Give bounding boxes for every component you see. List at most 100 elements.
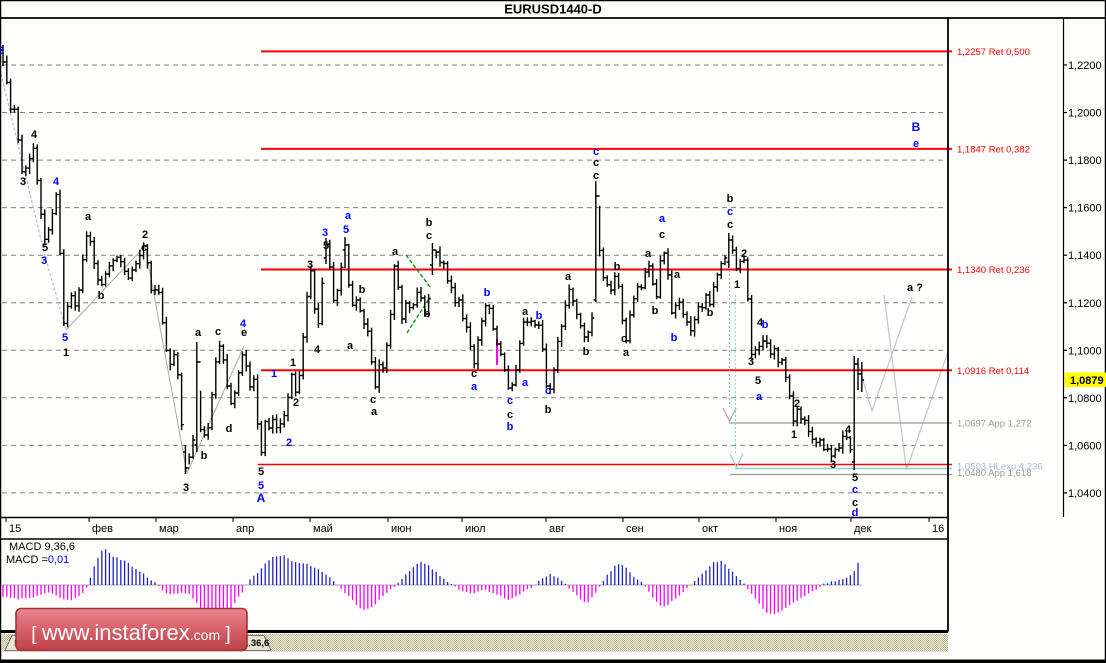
- svg-text:c: c: [507, 409, 513, 421]
- svg-text:e: e: [913, 138, 919, 150]
- svg-text:4: 4: [31, 129, 38, 141]
- svg-text:a ?: a ?: [907, 282, 923, 294]
- svg-text:мар: мар: [159, 523, 179, 535]
- svg-text:a: a: [674, 269, 681, 281]
- svg-text:a: a: [522, 377, 529, 389]
- svg-text:ноя: ноя: [779, 523, 797, 535]
- svg-text:c: c: [545, 385, 551, 397]
- svg-text:b: b: [762, 319, 769, 331]
- svg-text:[ www.instaforex.com ]: [ www.instaforex.com ]: [31, 620, 230, 645]
- svg-text:1,0400: 1,0400: [1068, 488, 1102, 500]
- svg-text:c: c: [659, 229, 665, 241]
- svg-text:4: 4: [757, 317, 764, 329]
- svg-text:1: 1: [271, 368, 277, 380]
- svg-text:MACD =0,01: MACD =0,01: [6, 554, 69, 566]
- svg-text:3: 3: [322, 227, 328, 239]
- svg-text:3: 3: [307, 259, 313, 271]
- svg-text:e: e: [241, 327, 247, 339]
- svg-text:c: c: [593, 170, 599, 182]
- svg-text:15: 15: [9, 523, 21, 535]
- svg-text:16: 16: [932, 523, 944, 535]
- svg-text:MACD 9,36,6: MACD 9,36,6: [9, 541, 75, 553]
- svg-text:1,0697 App 1,272: 1,0697 App 1,272: [957, 419, 1032, 430]
- svg-text:c: c: [727, 206, 733, 218]
- svg-text:4: 4: [314, 344, 321, 356]
- svg-text:2: 2: [0, 45, 4, 57]
- svg-text:1: 1: [290, 357, 296, 369]
- svg-text:c: c: [593, 157, 599, 169]
- svg-text:1,2000: 1,2000: [1068, 108, 1102, 120]
- svg-text:5: 5: [755, 375, 761, 387]
- svg-text:5: 5: [258, 466, 264, 478]
- svg-text:5: 5: [852, 472, 858, 484]
- svg-text:1: 1: [791, 429, 797, 441]
- svg-text:1,0503 HLexp 4,236: 1,0503 HLexp 4,236: [957, 462, 1043, 473]
- svg-text:c: c: [852, 497, 858, 509]
- svg-text:1,0800: 1,0800: [1068, 393, 1102, 405]
- svg-text:окт: окт: [702, 523, 718, 535]
- svg-text:c: c: [215, 326, 221, 338]
- svg-text:a: a: [371, 406, 378, 418]
- svg-text:1,1200: 1,1200: [1068, 298, 1102, 310]
- svg-text:май: май: [313, 523, 333, 535]
- svg-text:b: b: [359, 284, 366, 296]
- svg-text:a: a: [85, 211, 92, 223]
- svg-text:a: a: [471, 381, 478, 393]
- svg-text:b: b: [507, 421, 514, 433]
- svg-text:2: 2: [142, 229, 148, 241]
- svg-text:1,1340 Ret 0,236: 1,1340 Ret 0,236: [957, 265, 1030, 276]
- svg-text:3: 3: [20, 176, 26, 188]
- svg-text:c: c: [370, 394, 376, 406]
- svg-text:a: a: [345, 210, 352, 222]
- svg-text:c: c: [471, 368, 477, 380]
- svg-text:a: a: [645, 248, 652, 260]
- svg-text:1: 1: [734, 279, 740, 291]
- svg-text:b: b: [201, 450, 208, 462]
- svg-text:b: b: [583, 346, 590, 358]
- svg-text:EURUSD1440-D: EURUSD1440-D: [504, 2, 602, 17]
- svg-text:a: a: [347, 340, 354, 352]
- svg-text:5: 5: [258, 480, 264, 492]
- svg-text:b: b: [707, 307, 714, 319]
- svg-text:1,0916 Ret 0,114: 1,0916 Ret 0,114: [957, 366, 1029, 377]
- svg-text:a: a: [565, 271, 572, 283]
- svg-text:3: 3: [748, 356, 754, 368]
- svg-text:a: a: [659, 213, 666, 225]
- svg-text:b: b: [652, 305, 659, 317]
- svg-text:a: a: [522, 306, 529, 318]
- svg-text:d: d: [852, 507, 859, 519]
- svg-text:a: a: [756, 391, 763, 403]
- svg-text:4: 4: [53, 176, 60, 188]
- svg-text:c: c: [852, 484, 858, 496]
- svg-text:2: 2: [286, 437, 292, 449]
- svg-text:b: b: [727, 193, 734, 205]
- svg-text:2: 2: [293, 397, 299, 409]
- svg-text:4: 4: [845, 424, 852, 436]
- svg-text:2: 2: [741, 248, 747, 260]
- svg-text:c: c: [727, 219, 733, 231]
- svg-text:авг: авг: [549, 523, 565, 535]
- svg-text:3: 3: [830, 459, 836, 471]
- svg-text:c: c: [621, 333, 627, 345]
- svg-text:1,1400: 1,1400: [1068, 250, 1102, 262]
- svg-text:b: b: [614, 261, 621, 273]
- svg-text:1,2257 Ret 0,500: 1,2257 Ret 0,500: [957, 47, 1030, 58]
- svg-text:1,1847 Ret 0,382: 1,1847 Ret 0,382: [957, 144, 1030, 155]
- svg-text:1,1800: 1,1800: [1068, 155, 1102, 167]
- svg-text:b: b: [98, 290, 105, 302]
- svg-text:1,0480 App 1,618: 1,0480 App 1,618: [957, 468, 1032, 479]
- svg-text:b: b: [545, 404, 552, 416]
- svg-text:a: a: [623, 347, 630, 359]
- svg-text:a: a: [195, 327, 202, 339]
- svg-text:d: d: [226, 423, 233, 435]
- svg-text:5: 5: [343, 224, 349, 236]
- svg-text:c: c: [593, 146, 599, 158]
- svg-text:1,0600: 1,0600: [1068, 440, 1102, 452]
- svg-text:фев: фев: [92, 523, 113, 535]
- svg-text:1: 1: [63, 347, 69, 359]
- svg-text:апр: апр: [236, 523, 254, 535]
- svg-text:a: a: [392, 246, 399, 258]
- svg-text:3: 3: [41, 255, 47, 267]
- svg-text:b: b: [426, 217, 433, 229]
- svg-text:c: c: [426, 230, 432, 242]
